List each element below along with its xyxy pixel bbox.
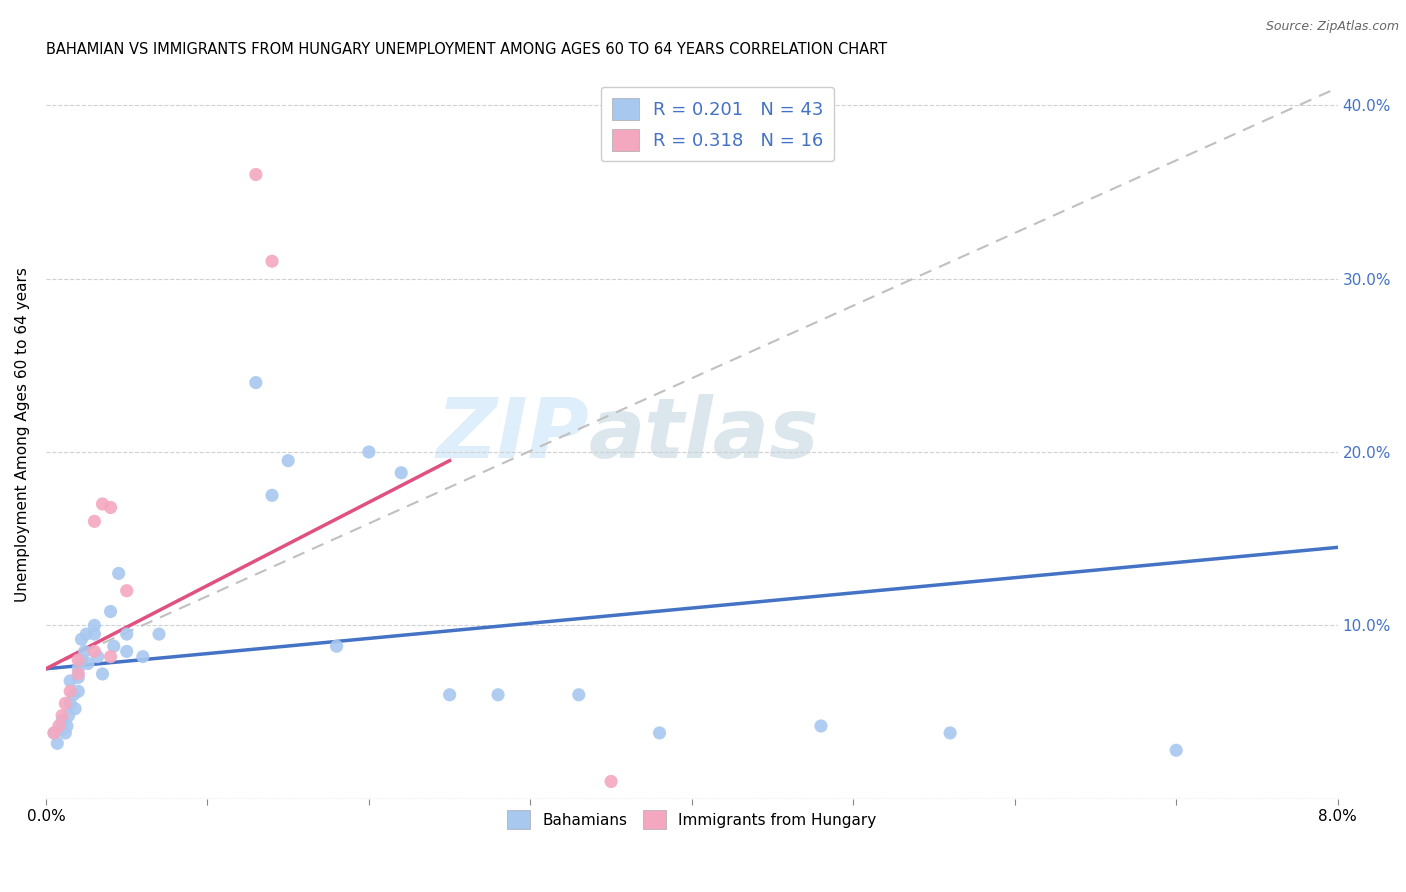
Point (600, 774, 623, 789)
Point (810, 719, 832, 733)
Legend: Bahamians, Immigrants from Hungary: Bahamians, Immigrants from Hungary (502, 804, 883, 835)
Point (107, 566, 129, 581)
Point (67, 653, 90, 667)
Point (53, 726, 76, 740)
Point (67, 684, 90, 698)
Point (51, 723, 73, 737)
Point (103, 639, 125, 653)
Point (62, 688, 84, 702)
Point (63, 701, 86, 715)
Point (91, 497, 114, 511)
Point (42, 726, 65, 740)
Point (56, 719, 79, 733)
Point (357, 445, 380, 459)
Point (67, 670, 90, 684)
Point (73, 644, 96, 658)
Point (568, 688, 591, 702)
Point (75, 627, 97, 641)
Point (46, 736, 69, 750)
Point (42, 726, 65, 740)
Point (115, 627, 138, 641)
Point (83, 514, 105, 528)
Point (86, 649, 108, 664)
Point (67, 667, 90, 681)
Point (260, 488, 283, 502)
Point (91, 667, 114, 681)
Point (100, 649, 122, 664)
Point (486, 688, 509, 702)
Text: Source: ZipAtlas.com: Source: ZipAtlas.com (1265, 20, 1399, 33)
Point (70, 653, 93, 667)
Point (277, 453, 299, 467)
Point (115, 583, 138, 598)
Point (77, 657, 100, 671)
Point (83, 618, 105, 632)
Point (939, 726, 962, 740)
Point (67, 662, 90, 676)
Point (83, 627, 105, 641)
Point (115, 644, 138, 658)
Point (100, 605, 122, 619)
Text: ZIP: ZIP (436, 394, 589, 475)
Point (58, 708, 80, 723)
Point (245, 376, 267, 390)
Point (83, 644, 105, 658)
Point (51, 708, 73, 723)
Point (389, 466, 412, 480)
Point (260, 254, 283, 268)
Point (59, 697, 82, 711)
Y-axis label: Unemployment Among Ages 60 to 64 years: Unemployment Among Ages 60 to 64 years (15, 268, 30, 602)
Point (148, 627, 170, 641)
Point (132, 649, 155, 664)
Point (648, 726, 671, 740)
Point (100, 500, 122, 515)
Point (59, 684, 82, 698)
Text: BAHAMIAN VS IMMIGRANTS FROM HUNGARY UNEMPLOYMENT AMONG AGES 60 TO 64 YEARS CORRE: BAHAMIAN VS IMMIGRANTS FROM HUNGARY UNEM… (46, 42, 887, 57)
Point (53, 697, 76, 711)
Point (1166, 743, 1188, 757)
Point (59, 673, 82, 688)
Point (439, 688, 461, 702)
Point (48, 719, 70, 733)
Point (245, 168, 267, 182)
Point (325, 639, 347, 653)
Text: atlas: atlas (589, 394, 820, 475)
Point (51, 714, 73, 728)
Point (70, 632, 93, 647)
